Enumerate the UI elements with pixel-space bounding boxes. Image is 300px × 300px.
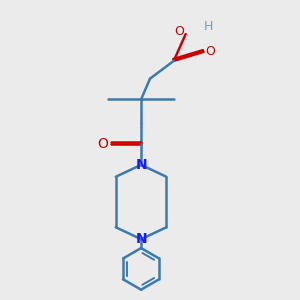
Text: O: O [98,137,109,151]
Text: O: O [174,25,184,38]
Text: H: H [203,20,213,33]
Text: N: N [135,158,147,172]
Text: O: O [205,45,215,58]
Text: N: N [135,232,147,246]
